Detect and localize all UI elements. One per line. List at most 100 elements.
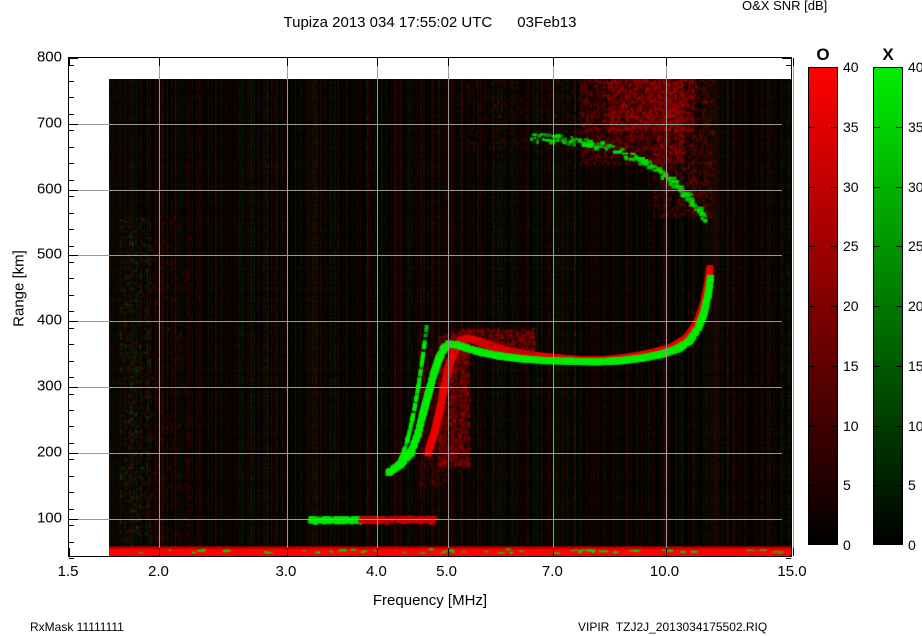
y-axis-minor-tick bbox=[786, 409, 791, 411]
x-axis-tick bbox=[377, 548, 379, 556]
colorbar-tick bbox=[873, 126, 880, 128]
y-tick-label: 400 bbox=[36, 311, 62, 329]
colorbar-tick bbox=[896, 186, 903, 188]
y-axis-tick bbox=[782, 123, 791, 125]
grid-line-vertical bbox=[665, 58, 667, 556]
y-axis-tick bbox=[782, 189, 791, 191]
colorbar-tick bbox=[808, 246, 815, 248]
grid-line-vertical bbox=[793, 58, 794, 556]
y-axis-minor-tick bbox=[69, 558, 74, 559]
colorbar-tick-label: 15 bbox=[843, 357, 859, 374]
y-axis-minor-tick bbox=[786, 344, 791, 346]
grid-line-horizontal bbox=[69, 452, 791, 454]
y-axis-minor-tick bbox=[786, 261, 791, 263]
y-axis-minor-tick bbox=[69, 459, 74, 461]
ionogram-raster bbox=[109, 79, 791, 556]
y-axis-minor-tick bbox=[786, 245, 791, 247]
y-axis-minor-tick bbox=[786, 179, 791, 181]
colorbar-tick-label: 40 bbox=[908, 59, 922, 75]
y-axis-minor-tick bbox=[786, 97, 791, 99]
y-axis-minor-tick bbox=[786, 360, 791, 362]
colorbar-tick bbox=[808, 126, 815, 128]
y-axis-tick bbox=[69, 321, 78, 323]
x-tick-label: 1.5 bbox=[57, 563, 79, 580]
colorbar-tick-label: 5 bbox=[843, 477, 851, 494]
y-tick-label: 600 bbox=[36, 180, 62, 198]
colorbar-tick bbox=[831, 365, 838, 367]
colorbar-tick-label: 20 bbox=[843, 298, 859, 314]
y-axis-minor-tick bbox=[786, 492, 791, 494]
y-tick-label: 700 bbox=[36, 114, 62, 132]
y-axis-tick bbox=[782, 321, 791, 323]
colorbar-tick bbox=[873, 485, 880, 487]
colorbar-tick bbox=[896, 126, 903, 128]
y-axis-minor-tick bbox=[69, 426, 74, 428]
y-axis-minor-tick bbox=[69, 508, 74, 510]
y-axis-tick bbox=[69, 518, 78, 520]
x-axis-tick bbox=[553, 58, 555, 66]
y-axis-minor-tick bbox=[69, 409, 74, 411]
y-axis-minor-tick bbox=[69, 130, 74, 132]
y-axis-minor-tick bbox=[69, 179, 74, 181]
x-tick-label: 15.0 bbox=[777, 563, 807, 580]
y-axis-minor-tick bbox=[786, 294, 791, 296]
y-axis-minor-tick bbox=[69, 442, 74, 444]
ionogram-canvas bbox=[109, 79, 791, 556]
colorbar-tick bbox=[831, 306, 838, 307]
colorbar-tick bbox=[873, 365, 880, 367]
grid-line-vertical bbox=[553, 58, 555, 556]
grid-line-horizontal bbox=[69, 189, 791, 191]
x-axis-tick bbox=[286, 58, 288, 66]
page-title: Tupiza 2013 034 17:55:02 UTC 03Feb13 bbox=[283, 14, 577, 31]
y-axis-minor-tick bbox=[69, 196, 74, 198]
y-axis-minor-tick bbox=[69, 212, 74, 214]
colorbar-tick bbox=[873, 306, 880, 307]
y-axis-minor-tick bbox=[786, 64, 791, 66]
colorbar-tick bbox=[896, 425, 903, 427]
colorbar-title-o: O bbox=[816, 45, 830, 64]
x-axis-tick bbox=[447, 548, 449, 556]
y-axis-tick bbox=[69, 452, 78, 454]
colorbar-tick-label: 15 bbox=[908, 357, 922, 374]
y-axis-minor-tick bbox=[69, 525, 74, 527]
colorbar-tick-label: 35 bbox=[843, 118, 859, 135]
colorbar-tick bbox=[873, 425, 880, 427]
y-axis-minor-tick bbox=[786, 113, 791, 115]
y-axis-minor-tick bbox=[786, 426, 791, 428]
colorbar-tick bbox=[896, 485, 903, 487]
colorbar-tick bbox=[896, 365, 903, 367]
y-axis-minor-tick bbox=[69, 541, 74, 543]
grid-line-horizontal bbox=[69, 321, 791, 323]
y-axis-tick bbox=[782, 386, 791, 388]
y-axis-tick bbox=[69, 386, 78, 388]
colorbar-tick-label: 35 bbox=[908, 118, 922, 135]
colorbar-tick bbox=[831, 186, 838, 188]
x-axis-tick bbox=[665, 58, 667, 66]
y-axis-minor-tick bbox=[69, 245, 74, 247]
x-axis-tick bbox=[665, 548, 667, 556]
y-axis-tick bbox=[782, 255, 791, 257]
source-file-label: VIPIR TZJ2J_2013034175502.RIQ bbox=[578, 620, 768, 634]
y-axis-minor-tick bbox=[786, 327, 791, 329]
y-axis-minor-tick bbox=[69, 344, 74, 346]
colorbar-x[interactable]: X 0 5 10 15 20 25 30 35 40 bbox=[873, 45, 922, 553]
x-axis-tick bbox=[69, 58, 70, 66]
colorbar-title-x: X bbox=[882, 45, 894, 64]
y-axis-minor-tick bbox=[786, 508, 791, 510]
colorbar-tick bbox=[896, 246, 903, 248]
colorbar-tick bbox=[808, 306, 815, 307]
plot-area[interactable] bbox=[68, 57, 794, 559]
x-tick-label: 3.0 bbox=[275, 563, 297, 580]
grid-line-vertical bbox=[159, 58, 161, 556]
y-tick-label: 300 bbox=[36, 377, 62, 395]
y-axis-minor-tick bbox=[69, 113, 74, 115]
x-axis-title: Frequency [MHz] bbox=[372, 592, 488, 609]
y-axis-minor-tick bbox=[786, 229, 791, 231]
y-axis-title: Range [km] bbox=[10, 250, 28, 327]
colorbar-tick-label: 0 bbox=[908, 537, 916, 553]
x-axis-tick bbox=[447, 58, 449, 66]
colorbar-o[interactable]: O 0 5 10 15 20 25 30 35 40 bbox=[808, 45, 859, 553]
x-tick-label: 4.0 bbox=[365, 563, 387, 580]
colorbar-tick-label: 30 bbox=[908, 178, 922, 195]
colorbar-tick-label: 10 bbox=[908, 417, 922, 434]
